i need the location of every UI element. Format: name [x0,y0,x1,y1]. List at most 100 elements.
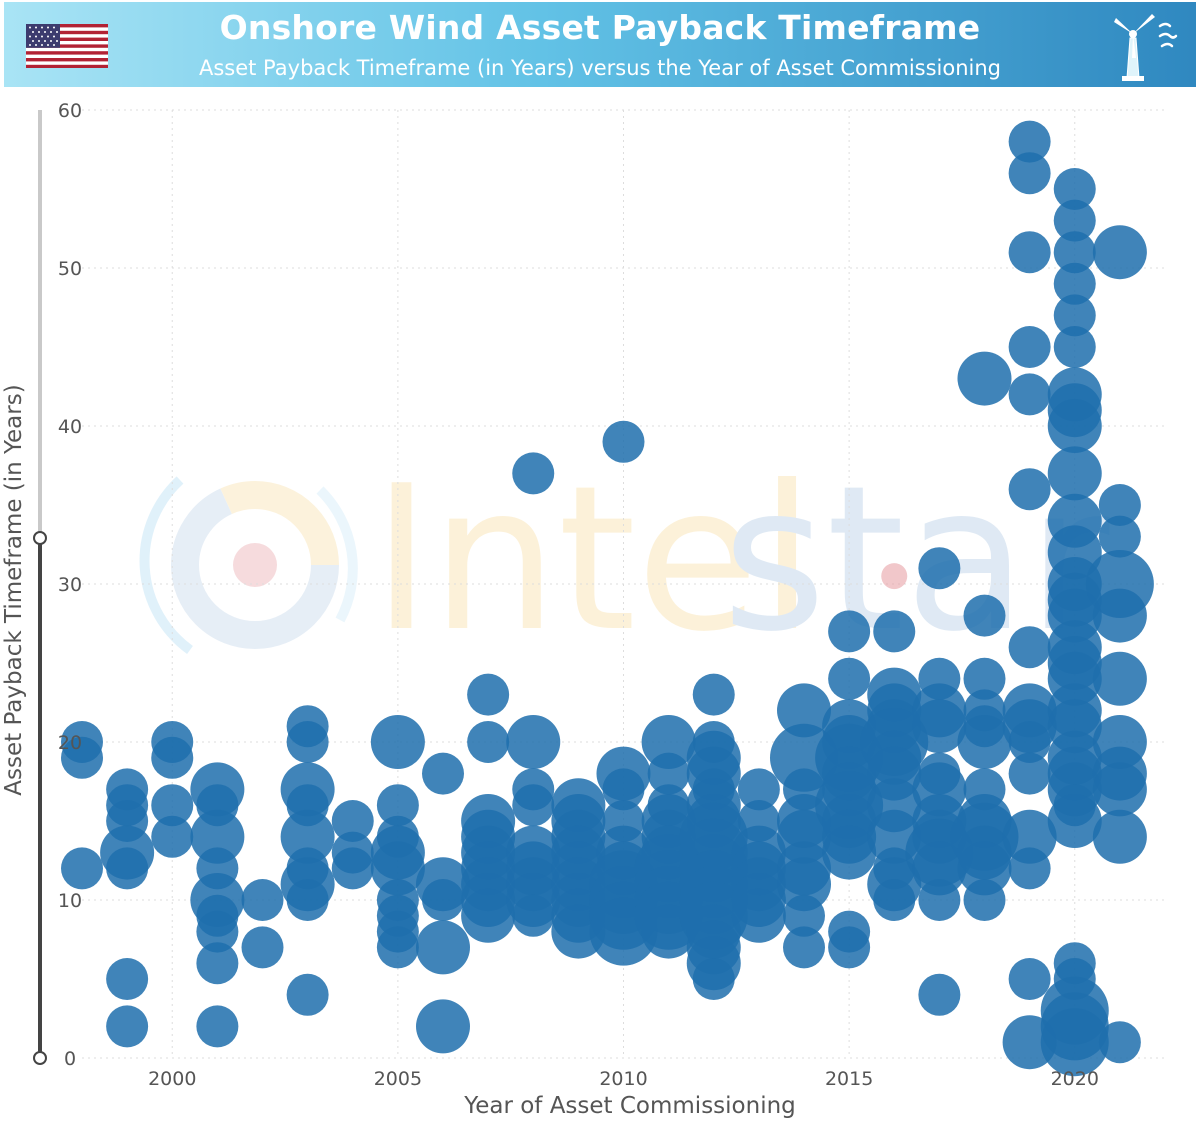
x-axis-title: Year of Asset Commissioning [463,1093,796,1119]
bubble-point[interactable] [1053,168,1096,210]
bubble-point[interactable] [828,657,871,700]
bubble-point[interactable] [286,973,329,1016]
bubble-point[interactable] [151,736,194,779]
bubble-point[interactable] [647,752,690,795]
bubble-point[interactable] [1008,373,1051,416]
bubble-point[interactable] [1053,294,1096,337]
bubble-point[interactable] [416,920,470,975]
bubble-point[interactable] [918,879,961,921]
bubble-point[interactable] [190,809,245,864]
bubble-point[interactable] [280,809,335,864]
bubble-point[interactable] [873,879,916,921]
bubble-point[interactable] [1008,626,1051,669]
bubble-point[interactable] [196,942,239,985]
bubble-point[interactable] [1098,484,1141,526]
bubble-point[interactable] [512,452,555,495]
bubble-point[interactable] [1008,958,1051,1000]
bubble-point[interactable] [822,825,877,880]
bubble-point[interactable] [1047,794,1102,848]
bubble-point[interactable] [1053,262,1096,305]
bubble-point[interactable] [467,673,510,716]
bubble-point[interactable] [918,973,961,1016]
bubble-point[interactable] [422,752,464,795]
bubble-point[interactable] [912,699,967,754]
bubble-point[interactable] [641,715,696,769]
bubble-point[interactable] [286,721,329,763]
bubble-point[interactable] [828,926,871,969]
slider-handle-upper[interactable] [33,531,47,545]
bubble-point[interactable] [957,351,1012,406]
bubble-point[interactable] [692,958,735,1000]
bubble-point[interactable] [1008,326,1051,368]
bubble-point[interactable] [1092,809,1147,864]
bubble-point[interactable] [1008,468,1051,511]
bubble-point[interactable] [1040,1008,1109,1077]
bubble-point[interactable] [1047,399,1102,453]
bubble-point[interactable] [1053,231,1096,274]
bubble-point[interactable] [151,784,194,827]
bubble-point[interactable] [912,841,967,896]
bubble-point[interactable] [331,800,374,842]
bubble-point[interactable] [331,847,374,890]
bubble-point[interactable] [151,815,194,858]
bubble-point[interactable] [783,926,825,969]
bubble-point[interactable] [692,673,735,716]
bubble-point[interactable] [106,1005,149,1048]
bubble-point[interactable] [737,768,780,811]
bubble-point[interactable] [467,721,510,763]
bubble-point[interactable] [376,784,419,827]
bubble-point[interactable] [602,768,645,811]
bubble-point[interactable] [1092,588,1147,643]
bubble-point[interactable] [106,958,149,1000]
bubble-point[interactable] [512,894,555,937]
bubble-point[interactable] [918,547,961,590]
bubble-point[interactable] [1098,1021,1141,1064]
bubble-point[interactable] [963,657,1006,700]
bubble-point[interactable] [461,888,516,943]
bubble-point[interactable] [873,610,916,653]
bubble-point[interactable] [1008,152,1051,195]
bubble-point[interactable] [416,999,470,1054]
bubble-point[interactable] [1002,809,1057,864]
bubble-point[interactable] [1008,231,1051,274]
bubble-point[interactable] [1092,762,1147,817]
bubble-point[interactable] [1047,446,1102,501]
bubble-point[interactable] [1092,225,1147,280]
bubble-point[interactable] [1092,651,1147,706]
bubble-point[interactable] [196,910,239,953]
bubble-point[interactable] [422,879,464,921]
bubble-point[interactable] [963,594,1006,637]
bubble-point[interactable] [241,926,284,969]
bubble-point[interactable] [106,847,149,890]
bubble-point[interactable] [957,841,1012,896]
slider-handle-lower[interactable] [33,1051,47,1065]
bubble-point[interactable] [783,894,825,937]
bubble-point[interactable] [881,563,908,590]
bubble-point[interactable] [241,879,284,921]
bubble-point[interactable] [1053,326,1096,368]
bubble-point[interactable] [1008,847,1051,890]
bubble-point[interactable] [1008,120,1051,163]
bubble-point[interactable] [376,926,419,969]
bubble-point[interactable] [61,847,103,890]
bubble-point[interactable] [963,879,1006,921]
bubble-point[interactable] [777,683,831,738]
bubble-point[interactable] [370,841,425,896]
bubble-point[interactable] [196,1005,239,1048]
bubble-point[interactable] [1053,199,1096,242]
bubble-point[interactable] [1008,752,1051,795]
bubble-point[interactable] [512,784,555,827]
bubble-point[interactable] [61,736,103,779]
bubble-point[interactable] [1098,515,1141,558]
bubble-point[interactable] [777,857,831,912]
bubble-point[interactable] [370,715,425,769]
bubble-point[interactable] [957,715,1012,769]
y-tick-label: 40 [58,416,82,438]
bubble-point[interactable] [828,610,871,653]
bubble-point[interactable] [731,888,786,943]
y-range-slider[interactable] [33,110,47,1065]
bubble-point[interactable] [286,879,329,921]
bubble-point[interactable] [506,715,561,769]
bubble-point[interactable] [602,420,645,463]
bubble-point[interactable] [1008,721,1051,763]
